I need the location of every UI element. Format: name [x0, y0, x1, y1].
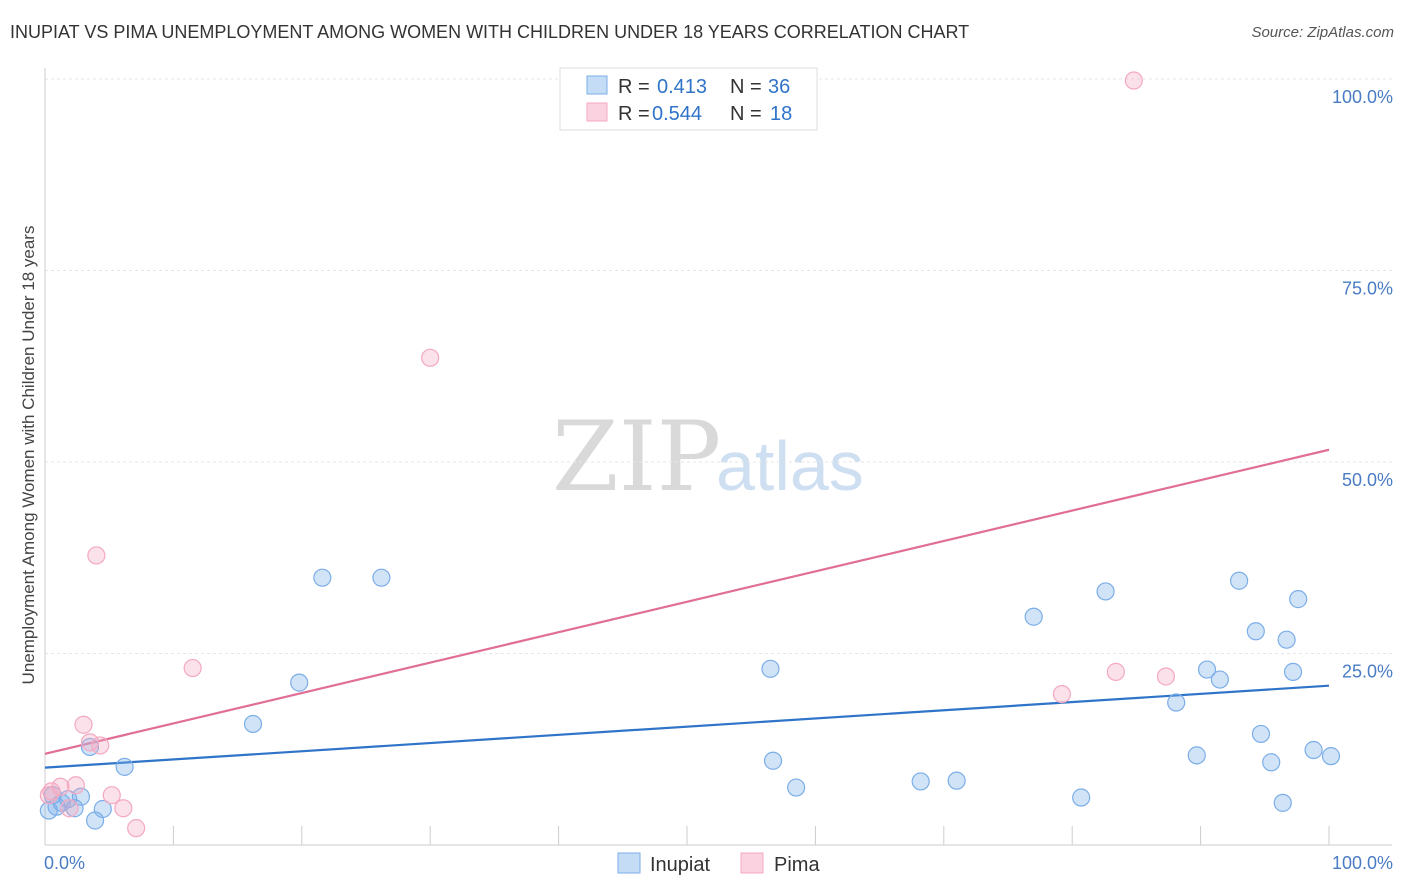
inupiat-point: [1262, 753, 1281, 772]
bottom-legend-swatch-inupiat: [617, 852, 641, 874]
inupiat-point: [1187, 746, 1206, 765]
inupiat-point: [763, 751, 783, 770]
pima-trend-line: [44, 448, 1330, 755]
inupiat-point: [1304, 740, 1323, 760]
pima-point: [127, 819, 146, 838]
gridlines: [45, 78, 1392, 654]
legend-r-label-inupiat: R =: [618, 76, 650, 98]
y-axis-label: Unemployment Among Women with Children U…: [19, 226, 38, 685]
inupiat-point: [290, 673, 309, 692]
chart-title: INUPIAT VS PIMA UNEMPLOYMENT AMONG WOMEN…: [10, 22, 970, 42]
legend-n-value-inupiat: 36: [768, 76, 790, 98]
inupiat-point: [1321, 747, 1341, 766]
pima-point: [1052, 684, 1072, 704]
pima-point: [1124, 71, 1143, 90]
pima-point: [1106, 662, 1125, 681]
stats-legend: R = 0.413 N = 36 R = 0.544 N = 18: [559, 67, 818, 131]
inupiat-point: [1072, 788, 1091, 807]
series-legend: Inupiat Pima: [617, 852, 820, 876]
trend-lines: [44, 448, 1330, 769]
pima-point: [74, 715, 93, 734]
inupiat-point: [65, 799, 84, 818]
inupiat-point: [761, 659, 780, 678]
pima-point: [1156, 667, 1176, 686]
y-tick-label: 75.0%: [1342, 279, 1393, 299]
inupiat-point: [1210, 670, 1229, 689]
inupiat-point: [1283, 662, 1303, 681]
inupiat-point: [243, 714, 263, 734]
pima-point: [80, 733, 100, 752]
inupiat-point: [1251, 724, 1271, 744]
pima-point: [66, 776, 85, 795]
pima-point: [183, 658, 202, 678]
inupiat-point: [947, 771, 966, 790]
inupiat-point: [1277, 630, 1296, 649]
inupiat-point: [787, 778, 806, 797]
legend-r-label-pima: R =: [618, 103, 650, 125]
x-tick-label: 0.0%: [44, 853, 85, 873]
legend-n-value-pima: 18: [770, 103, 792, 125]
pima-point: [421, 348, 440, 367]
inupiat-point: [313, 568, 332, 587]
axes: [44, 68, 1392, 846]
inupiat-point: [372, 568, 391, 587]
pima-point: [102, 786, 121, 805]
bottom-legend-label-pima: Pima: [774, 854, 820, 876]
watermark-atlas: atlas: [716, 427, 864, 505]
pima-point: [91, 736, 110, 755]
legend-r-value-pima: 0.544: [652, 103, 702, 125]
bottom-legend-swatch-pima: [740, 852, 764, 874]
pima-point: [87, 546, 106, 565]
pima-point: [42, 782, 61, 801]
pima-point: [60, 799, 79, 818]
inupiat-point: [1246, 622, 1265, 641]
inupiat-point: [1167, 693, 1186, 712]
inupiat-point: [1230, 571, 1249, 590]
legend-swatch-pima: [586, 102, 608, 122]
inupiat-point: [1197, 660, 1217, 679]
y-tick-label: 50.0%: [1342, 470, 1393, 490]
inupiat-point: [1096, 582, 1115, 601]
x-tick-labels: 0.0% 100.0%: [44, 853, 1393, 873]
legend-r-value-inupiat: 0.413: [657, 76, 707, 98]
inupiat-point: [1024, 607, 1043, 626]
inupiat-point: [115, 757, 134, 776]
legend-n-label-pima: N =: [730, 103, 762, 125]
inupiat-point: [1273, 793, 1292, 812]
pima-point: [51, 777, 70, 796]
x-tick-label: 100.0%: [1332, 853, 1393, 873]
y-tick-label: 100.0%: [1332, 87, 1393, 107]
data-points: [39, 71, 1341, 838]
pima-point: [114, 799, 133, 818]
inupiat-trend-line: [44, 684, 1330, 769]
y-tick-labels: 100.0% 75.0% 50.0% 25.0%: [1332, 87, 1393, 682]
legend-n-label-inupiat: N =: [730, 76, 762, 98]
y-tick-label: 25.0%: [1342, 662, 1393, 682]
inupiat-point: [93, 799, 112, 819]
inupiat-point: [911, 772, 930, 791]
legend-swatch-inupiat: [586, 75, 608, 95]
inupiat-point: [71, 787, 91, 806]
source-label: Source: ZipAtlas.com: [1251, 24, 1394, 41]
inupiat-point: [1289, 590, 1308, 609]
watermark-zip: ZIP: [552, 401, 721, 513]
bottom-legend-label-inupiat: Inupiat: [650, 854, 710, 876]
